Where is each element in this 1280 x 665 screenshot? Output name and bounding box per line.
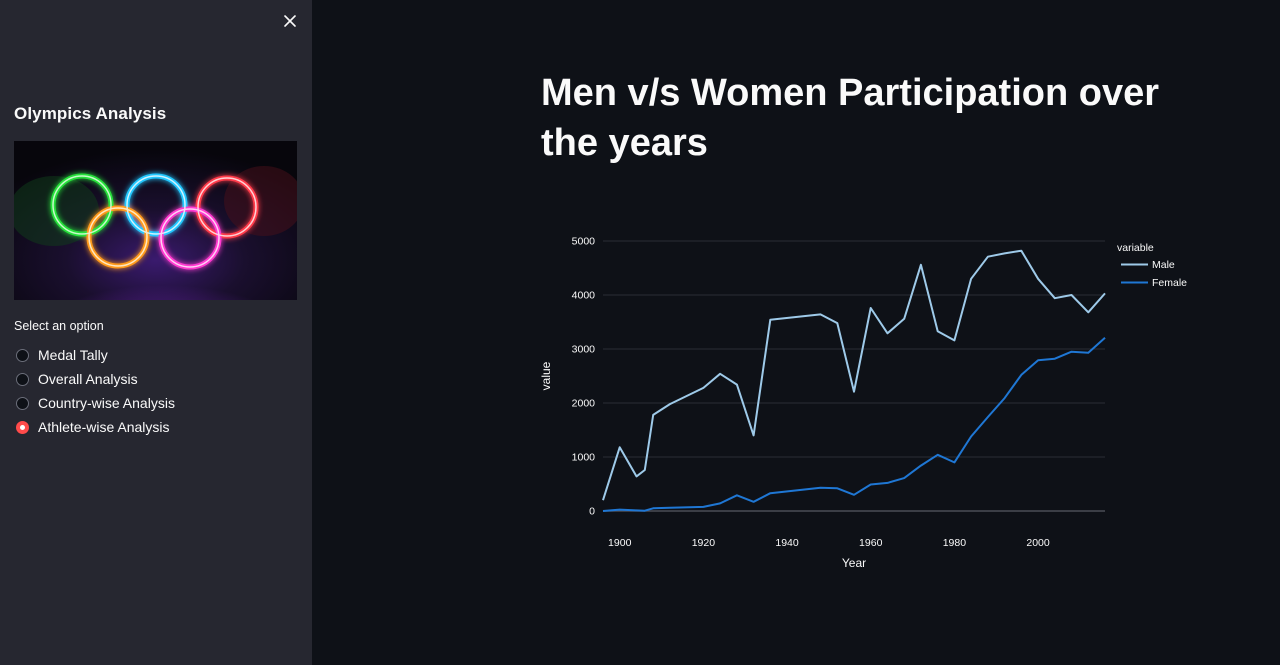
radio-button-selected-icon[interactable] xyxy=(16,420,29,434)
radio-option-label: Athlete-wise Analysis xyxy=(38,419,170,435)
x-tick-label: 1920 xyxy=(692,537,716,549)
radio-button-icon[interactable] xyxy=(16,348,29,362)
chart-legend[interactable]: variable Male Female xyxy=(1117,242,1187,289)
sidebar-title: Olympics Analysis xyxy=(14,104,167,123)
y-tick-label: 5000 xyxy=(572,236,596,248)
sidebar: Olympics Analysis xyxy=(0,0,312,665)
x-tick-label: 2000 xyxy=(1026,537,1050,549)
chart-series xyxy=(602,249,1106,512)
radio-option-label: Overall Analysis xyxy=(38,371,138,387)
y-axis-label: value xyxy=(539,361,553,390)
x-axis-label: Year xyxy=(842,556,866,570)
radio-option-medal-tally[interactable]: Medal Tally xyxy=(16,343,175,367)
y-axis-ticks: 0 1000 2000 3000 4000 5000 xyxy=(572,236,596,518)
legend-title: variable xyxy=(1117,242,1154,254)
y-tick-label: 3000 xyxy=(572,344,596,356)
legend-label-female[interactable]: Female xyxy=(1152,277,1187,289)
select-option-label: Select an option xyxy=(14,319,104,333)
page-title: Men v/s Women Participation over the yea… xyxy=(541,72,1160,164)
y-tick-label: 4000 xyxy=(572,290,596,302)
radio-option-country-wise-analysis[interactable]: Country-wise Analysis xyxy=(16,391,175,415)
olympic-rings-image xyxy=(14,141,297,300)
radio-option-athlete-wise-analysis[interactable]: Athlete-wise Analysis xyxy=(16,415,175,439)
radio-button-icon[interactable] xyxy=(16,372,29,386)
radio-option-label: Medal Tally xyxy=(38,347,108,363)
participation-chart[interactable]: 0 1000 2000 3000 4000 5000 1900 1920 1940 1960 19… xyxy=(530,225,1230,585)
chart-gridlines xyxy=(603,240,1105,512)
y-tick-label: 2000 xyxy=(572,398,596,410)
y-tick-label: 0 xyxy=(589,506,595,518)
close-sidebar-button[interactable] xyxy=(280,11,300,31)
radio-option-overall-analysis[interactable]: Overall Analysis xyxy=(16,367,175,391)
analysis-radio-group: Medal Tally Overall Analysis Country-wis… xyxy=(16,343,175,439)
x-tick-label: 1900 xyxy=(608,537,632,549)
y-tick-label: 1000 xyxy=(572,452,596,464)
x-tick-label: 1960 xyxy=(859,537,883,549)
radio-option-label: Country-wise Analysis xyxy=(38,395,175,411)
x-tick-label: 1940 xyxy=(775,537,799,549)
series-line-female[interactable] xyxy=(602,336,1106,512)
series-line-male[interactable] xyxy=(602,249,1106,501)
close-icon xyxy=(284,15,296,27)
legend-label-male[interactable]: Male xyxy=(1152,259,1175,271)
x-axis-ticks: 1900 1920 1940 1960 1980 2000 xyxy=(608,537,1050,549)
x-tick-label: 1980 xyxy=(943,537,967,549)
radio-button-icon[interactable] xyxy=(16,396,29,410)
